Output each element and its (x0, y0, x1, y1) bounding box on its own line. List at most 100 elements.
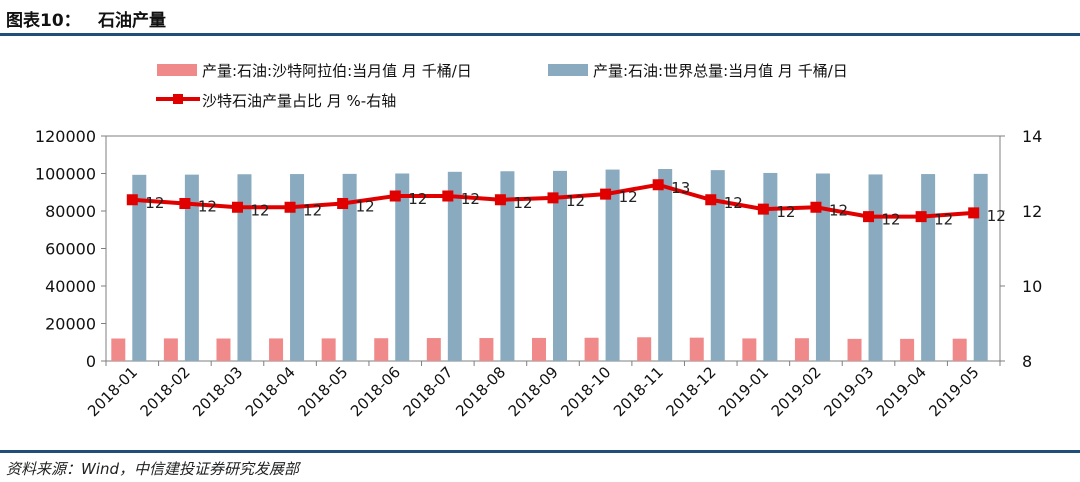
header-rule (0, 33, 1080, 36)
x-tick-label: 2018-09 (505, 363, 562, 420)
marker-share (863, 211, 875, 223)
y-left-tick-label: 20000 (45, 315, 96, 334)
bar-world (237, 174, 252, 361)
x-tick-label: 2019-02 (768, 363, 825, 420)
data-label-share: 12 (303, 201, 322, 219)
y-right-tick-label: 10 (1022, 277, 1042, 296)
bar-world (342, 173, 357, 361)
x-tick-label: 2018-08 (452, 363, 509, 420)
bar-saudi (532, 337, 546, 361)
data-label-share: 12 (198, 198, 217, 216)
bar-saudi (321, 338, 336, 361)
bar-world (290, 174, 305, 361)
data-label-share: 12 (566, 192, 585, 210)
source-note: 资料来源：Wind，中信建投证券研究发展部 (6, 460, 300, 478)
data-label-share: 12 (724, 194, 743, 212)
x-tick-label: 2018-07 (400, 363, 457, 420)
bar-saudi (163, 338, 178, 361)
marker-share (494, 194, 506, 206)
legend-swatch-saudi (157, 64, 197, 76)
marker-share (915, 211, 927, 223)
y-right-tick-label: 14 (1022, 127, 1042, 146)
marker-share (337, 198, 349, 209)
bar-world (921, 174, 936, 361)
x-tick-label: 2018-03 (189, 363, 246, 420)
bar-world (973, 173, 988, 361)
bar-world (710, 170, 725, 361)
y-left-tick-label: 80000 (45, 202, 96, 221)
bar-saudi (426, 338, 441, 361)
data-label-share: 12 (934, 211, 953, 229)
data-label-share: 12 (145, 194, 164, 212)
data-label-share: 12 (250, 201, 269, 219)
bar-world (658, 169, 673, 361)
bar-world (605, 169, 620, 361)
legend-label-saudi: 产量:石油:沙特阿拉伯:当月值 月 千桶/日 (202, 62, 472, 80)
y-left-tick-label: 120000 (35, 127, 96, 146)
data-label-share: 12 (829, 201, 848, 219)
bar-saudi (111, 338, 126, 361)
bar-world (553, 170, 567, 361)
marker-share (547, 192, 559, 204)
bar-world (184, 174, 199, 361)
x-tick-label: 2018-12 (663, 363, 720, 420)
x-tick-label: 2019-05 (925, 363, 982, 420)
figure-header: 图表10： 石油产量 (0, 0, 1080, 38)
bar-world (500, 171, 515, 361)
data-label-share: 12 (987, 207, 1006, 225)
y-left-tick-label: 40000 (45, 277, 96, 296)
data-label-share: 13 (671, 179, 690, 197)
marker-share (126, 194, 138, 206)
bar-saudi (479, 338, 494, 361)
legend-label-world: 产量:石油:世界总量:当月值 月 千桶/日 (593, 62, 848, 80)
marker-share (231, 201, 243, 213)
legend-swatch-world (548, 64, 588, 76)
bar-saudi (794, 338, 809, 361)
x-tick-label: 2018-02 (137, 363, 194, 420)
bar-saudi (584, 337, 599, 361)
data-label-share: 12 (513, 194, 532, 212)
x-tick-label: 2018-10 (557, 363, 614, 420)
data-label-share: 12 (776, 203, 795, 221)
y-left-tick-label: 100000 (35, 165, 96, 184)
y-left-tick-label: 0 (86, 352, 96, 371)
data-label-share: 12 (619, 188, 638, 206)
marker-share (284, 201, 296, 213)
marker-share (389, 190, 401, 202)
x-tick-label: 2019-04 (873, 363, 930, 420)
data-label-share: 12 (882, 211, 901, 229)
bar-world (395, 173, 410, 361)
marker-share (757, 203, 769, 215)
marker-share (179, 198, 191, 209)
x-tick-label: 2019-03 (820, 363, 877, 420)
x-tick-label: 2018-06 (347, 363, 404, 420)
combo-chart: 0 20000 40000 60000 80000 100000 120000 8 10 12 14… (35, 127, 1042, 420)
x-tick-label: 2018-11 (610, 363, 667, 420)
y-left-tick-label: 60000 (45, 240, 96, 259)
y-right-tick-label: 8 (1022, 352, 1032, 371)
bar-world (815, 173, 830, 361)
x-tick-label: 2018-04 (242, 363, 299, 420)
marker-share (442, 190, 454, 202)
data-label-share: 12 (461, 190, 480, 208)
bar-world (447, 171, 462, 361)
bar-world (763, 172, 778, 361)
data-label-share: 12 (408, 190, 427, 208)
legend-label-share: 沙特石油产量占比 月 %-右轴 (202, 92, 397, 110)
figure-label: 图表10： (6, 11, 81, 31)
x-tick-label: 2018-01 (84, 363, 141, 420)
bar-world (132, 174, 147, 361)
figure-title: 石油产量 (98, 11, 166, 31)
bar-saudi (689, 337, 704, 361)
bar-saudi (269, 338, 284, 361)
data-label-share: 12 (356, 198, 375, 216)
x-tick-label: 2018-05 (294, 363, 351, 420)
marker-share (968, 207, 980, 219)
marker-share (600, 188, 612, 200)
bar-saudi (847, 338, 862, 361)
bar-saudi (216, 338, 231, 361)
y-right-tick-label: 12 (1022, 202, 1042, 221)
marker-share (810, 201, 822, 213)
bar-world (868, 174, 883, 361)
marker-share (705, 194, 717, 206)
